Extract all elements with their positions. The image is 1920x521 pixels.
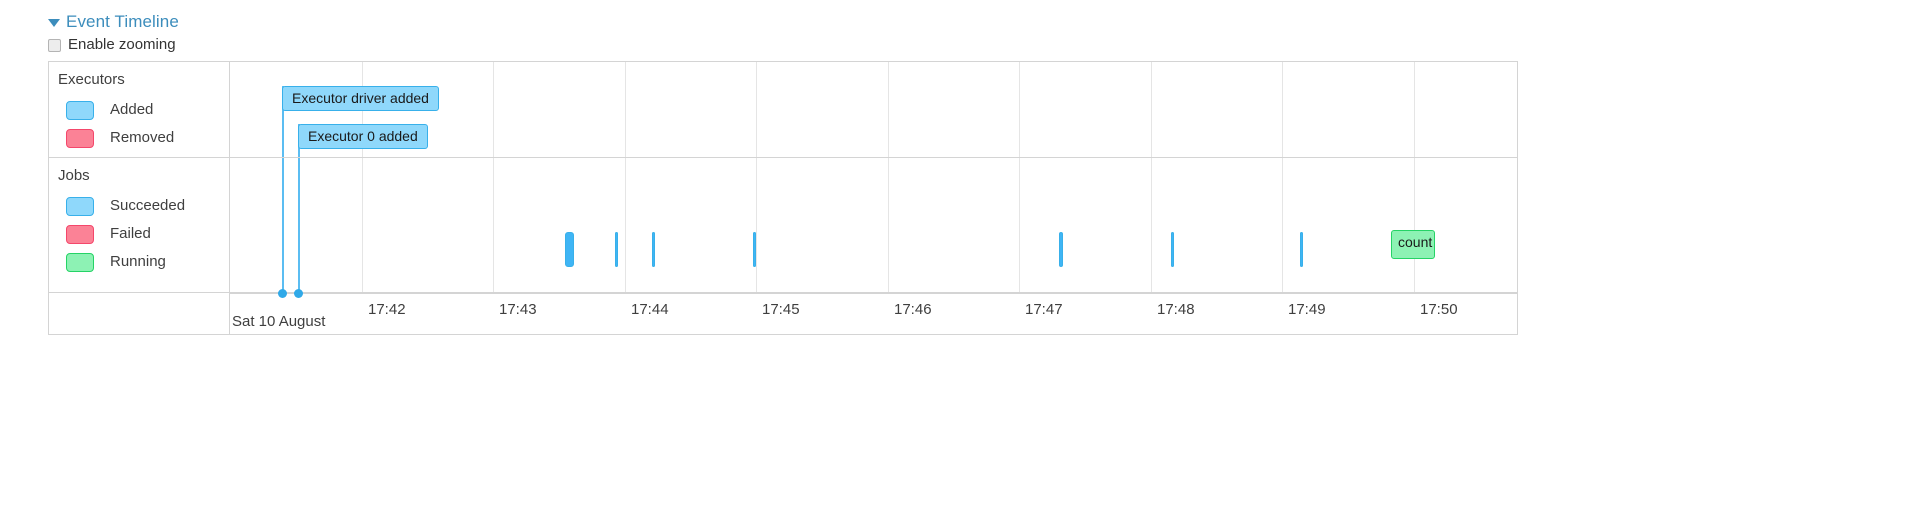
gridline [1151,158,1152,292]
legend-label-running: Running [110,253,166,270]
axis-tick-label: 17:42 [368,301,406,318]
enable-zooming-label[interactable]: Enable zooming [68,36,176,53]
event-timeline-toggle[interactable]: Event Timeline [48,12,179,32]
event-dot-driver[interactable] [278,289,287,298]
axis-tick-label: 17:45 [762,301,800,318]
event-label-executor-driver-added[interactable]: Executor driver added [282,86,439,111]
lane-executors: Executors Added Removed Executor driver … [49,62,1517,158]
lane-jobs-plot[interactable]: count [230,158,1517,292]
job-bar[interactable] [1300,232,1303,267]
triangle-down-icon [48,19,60,27]
gridline [1414,62,1415,157]
job-bar[interactable] [1059,232,1063,267]
gridline [756,62,757,157]
legend-label-added: Added [110,101,154,118]
axis-tick-label: 17:49 [1288,301,1326,318]
legend-item-running[interactable]: Running [58,248,229,276]
gridline [362,158,363,292]
axis-tick-label: 17:48 [1157,301,1195,318]
gridline [493,62,494,157]
axis-tick-label: 17:50 [1420,301,1458,318]
job-bar[interactable]: count [1391,230,1435,259]
legend-swatch-removed [66,128,94,148]
gridline [1019,62,1020,157]
gridline [1151,62,1152,157]
lane-executors-title: Executors [58,71,125,88]
gridline [1282,158,1283,292]
legend-label-succeeded: Succeeded [110,197,186,214]
axis-tick-label: 17:44 [631,301,669,318]
event-stem-executor0-ext [298,158,300,292]
event-dot-executor0[interactable] [294,289,303,298]
legend-item-removed[interactable]: Removed [58,124,229,152]
axis-tick-label: 17:47 [1025,301,1063,318]
gridline [888,158,889,292]
gridline [625,62,626,157]
gridline [1414,158,1415,292]
job-bar[interactable] [1171,232,1174,267]
legend-label-removed: Removed [110,129,175,146]
enable-zooming-row[interactable]: Enable zooming [48,36,176,54]
axis-date-label: Sat 10 August [232,313,326,330]
legend-swatch-running [66,252,94,272]
enable-zooming-checkbox[interactable] [48,38,61,52]
axis-tick-label: 17:46 [894,301,932,318]
gridline [493,158,494,292]
legend-swatch-succeeded [66,196,94,216]
page-title: Event Timeline [66,12,179,31]
gridline [756,158,757,292]
gridline [625,158,626,292]
legend-item-succeeded[interactable]: Succeeded [58,192,229,220]
job-bar[interactable] [565,232,574,267]
event-stem-driver [282,86,284,157]
event-stem-driver-ext [282,158,284,292]
legend-item-added[interactable]: Added [58,96,229,124]
axis-plot: 17:42 17:43 17:44 17:45 17:46 17:47 17:48 17:49… [230,293,1517,335]
gridline [1282,62,1283,157]
lane-jobs-legend: Jobs Succeeded Failed Running [49,158,230,292]
lane-executors-plot[interactable]: Executor driver added Executor 0 added [230,62,1517,157]
axis-tick-label: 17:43 [499,301,537,318]
axis-label-spacer [49,293,230,334]
job-bar[interactable] [615,232,618,267]
job-bar[interactable] [652,232,655,267]
job-bar[interactable] [753,232,756,267]
legend-label-failed: Failed [110,225,151,242]
event-label-executor-0-added[interactable]: Executor 0 added [298,124,428,149]
axis-event-dots [230,289,1517,298]
legend-swatch-added [66,100,94,120]
lane-jobs-title: Jobs [58,167,90,184]
gridline [888,62,889,157]
gridline [1019,158,1020,292]
legend-item-failed[interactable]: Failed [58,220,229,248]
legend-swatch-failed [66,224,94,244]
lane-jobs: Jobs Succeeded Failed Running count [49,158,1517,293]
lane-executors-legend: Executors Added Removed [49,62,230,157]
timeline-axis: 17:42 17:43 17:44 17:45 17:46 17:47 17:48 17:49… [49,293,1517,334]
event-timeline-chart[interactable]: Executors Added Removed Executor driver … [48,61,1518,335]
